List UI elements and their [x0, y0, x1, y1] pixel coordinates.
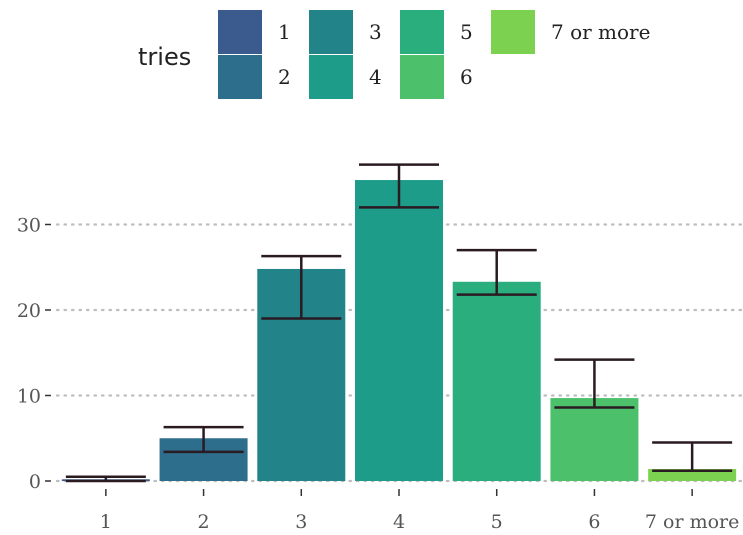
- x-tick-label: 7 or more: [645, 511, 739, 533]
- y-tick-label: 30: [17, 215, 41, 237]
- x-tick-label: 6: [588, 511, 600, 533]
- bar: [452, 281, 541, 481]
- legend-label: 4: [369, 65, 382, 89]
- legend-label: 6: [460, 65, 473, 89]
- y-tick-label: 10: [17, 386, 41, 408]
- legend-label: 2: [278, 65, 291, 89]
- x-tick-label: 5: [491, 511, 503, 533]
- legend-key: [218, 10, 262, 54]
- bars: [61, 180, 737, 482]
- legend: tries 1 2 3 4 5 6 7 or more: [138, 10, 650, 99]
- legend-key: [491, 10, 535, 54]
- bar: [355, 180, 443, 482]
- error-bars: [65, 163, 733, 483]
- legend-key: [309, 55, 353, 99]
- y-tick-label: 0: [29, 471, 41, 493]
- legend-key: [400, 55, 444, 99]
- error-bar: [65, 475, 146, 483]
- error-bar: [359, 163, 439, 209]
- legend-label: 5: [460, 20, 473, 44]
- legend-key: [400, 10, 444, 54]
- x-axis: 1 2 3 4 5 6 7 or more: [100, 489, 739, 533]
- bar: [550, 398, 639, 481]
- error-bar: [554, 358, 635, 409]
- error-bar: [261, 254, 342, 320]
- legend-title: tries: [138, 43, 191, 71]
- error-bar: [163, 425, 244, 454]
- error-bar: [456, 248, 537, 296]
- legend-key: [309, 10, 353, 54]
- error-bar: [652, 441, 733, 472]
- x-tick-label: 4: [393, 511, 405, 533]
- legend-label: 1: [278, 20, 291, 44]
- legend-key: [218, 55, 262, 99]
- y-tick-label: 20: [17, 300, 41, 322]
- legend-label: 7 or more: [551, 20, 650, 44]
- legend-label: 3: [369, 20, 382, 44]
- y-axis: 0 10 20 30: [17, 215, 51, 493]
- x-tick-label: 3: [295, 511, 307, 533]
- bar: [648, 469, 737, 481]
- x-tick-label: 1: [100, 511, 112, 533]
- x-tick-label: 2: [198, 511, 210, 533]
